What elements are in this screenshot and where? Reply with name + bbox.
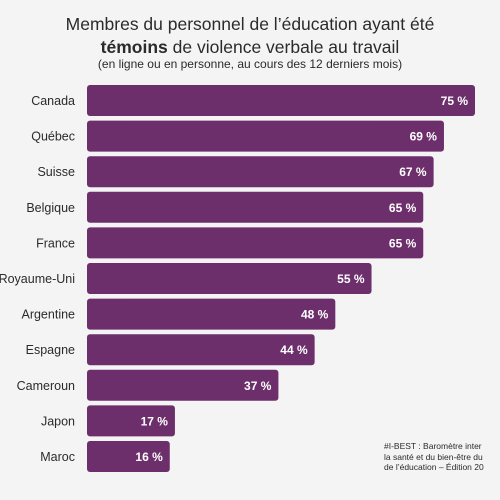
bar xyxy=(87,369,279,401)
bar xyxy=(87,441,170,472)
bar xyxy=(87,191,424,223)
bar xyxy=(87,334,315,366)
bar-group: Québec 69 % xyxy=(31,120,444,152)
category-label: Espagne xyxy=(26,343,75,357)
chart-title: Membres du personnel de l’éducation ayan… xyxy=(0,13,500,59)
category-label: Maroc xyxy=(40,450,75,464)
category-label: Suisse xyxy=(37,165,75,179)
bar-group: Suisse 67 % xyxy=(37,156,434,188)
category-label: Québec xyxy=(31,130,75,144)
chart-title-emphasis: témoins xyxy=(100,37,168,57)
category-label: Belgique xyxy=(26,201,75,215)
category-label: France xyxy=(36,236,75,250)
bar xyxy=(87,85,475,116)
chart-subtitle: (en ligne ou en personne, au cours des 1… xyxy=(97,57,403,71)
value-label: 16 % xyxy=(135,450,163,464)
value-label: 65 % xyxy=(389,236,417,250)
category-label: Royaume-Uni xyxy=(0,272,75,286)
bar-group: France 65 % xyxy=(36,227,424,259)
bar xyxy=(87,298,336,330)
source-note-line3: de l’éducation – Édition 20 xyxy=(384,462,484,472)
bar-group: Royaume-Uni 55 % xyxy=(0,263,372,294)
bar xyxy=(87,156,434,188)
value-label: 48 % xyxy=(301,308,329,322)
value-label: 37 % xyxy=(244,379,272,393)
value-label: 69 % xyxy=(410,130,438,144)
bar xyxy=(87,227,424,259)
value-label: 75 % xyxy=(441,94,469,108)
bar xyxy=(87,120,444,152)
bar-group: Argentine 48 % xyxy=(21,298,336,330)
value-label: 65 % xyxy=(389,201,417,215)
bar-group: Espagne 44 % xyxy=(26,334,315,366)
bar-group: Cameroun 37 % xyxy=(17,369,279,401)
bar xyxy=(87,405,175,437)
source-note-line1: #I-BEST : Baromètre inter xyxy=(384,441,482,451)
value-label: 17 % xyxy=(141,414,169,428)
value-label: 44 % xyxy=(280,343,308,357)
source-note: #I-BEST : Baromètre inter la santé et du… xyxy=(384,441,484,473)
chart-title-line2: témoins de violence verbale au travail xyxy=(0,36,500,59)
value-label: 55 % xyxy=(337,272,365,286)
bar-group: Maroc 16 % xyxy=(40,441,170,472)
bar-group: Canada 75 % xyxy=(31,85,475,116)
category-label: Canada xyxy=(31,94,75,108)
chart-title-line2-rest: de violence verbale au travail xyxy=(167,37,400,57)
value-label: 67 % xyxy=(399,165,427,179)
category-label: Japon xyxy=(41,414,75,428)
bar-group: Japon 17 % xyxy=(41,405,175,437)
chart-title-line1: Membres du personnel de l’éducation ayan… xyxy=(65,14,435,34)
bar-group: Belgique 65 % xyxy=(26,191,424,223)
category-label: Argentine xyxy=(21,308,75,322)
category-label: Cameroun xyxy=(17,379,75,393)
bar xyxy=(87,263,372,294)
source-note-line2: la santé et du bien-être du xyxy=(384,451,483,462)
